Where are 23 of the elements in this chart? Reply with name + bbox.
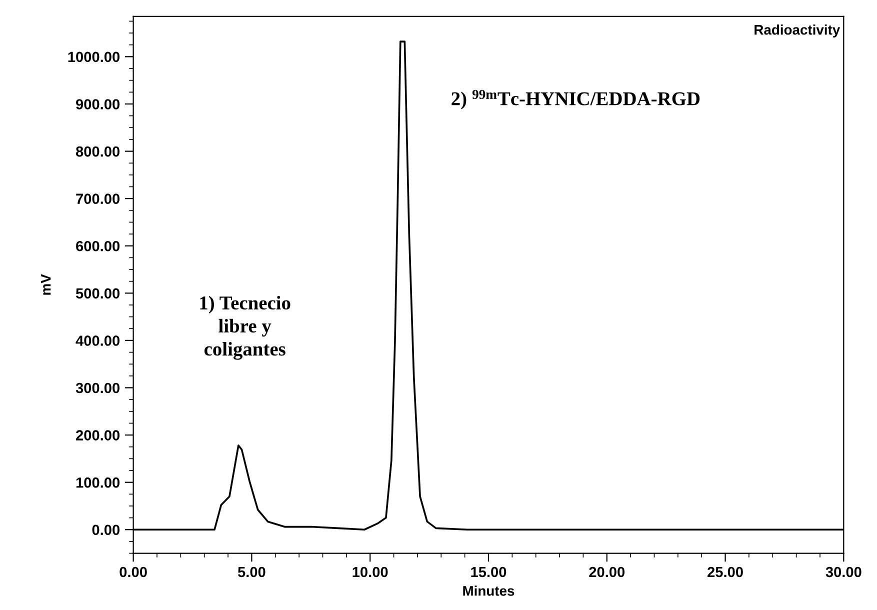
y-tick-label: 0.00 xyxy=(92,524,120,536)
x-tick-label: 5.00 xyxy=(238,566,266,578)
x-tick-label: 10.00 xyxy=(352,566,388,578)
y-tick-label: 400.00 xyxy=(76,336,120,346)
y-tick-label: 1000.00 xyxy=(68,52,120,62)
annotation: 2) $^{99m}$Tc-HYNIC/EDDA-RGD xyxy=(452,90,700,110)
y-tick-label: 200.00 xyxy=(76,430,120,440)
text: Radioactivity xyxy=(754,24,840,38)
x-axis-title: Minutes xyxy=(463,586,514,596)
y-tick-label: 800.00 xyxy=(76,146,120,157)
y-tick-label: 500.00 xyxy=(76,288,120,299)
y-tick-label: 300.00 xyxy=(76,382,120,394)
x-tick-label: 20.00 xyxy=(589,566,625,578)
y-tick-label: 600.00 xyxy=(76,240,120,252)
x-tick-label: 25.00 xyxy=(708,566,743,578)
y-axis-title: mV xyxy=(41,274,51,295)
annotation: 1) Tecnecio libre y coligantes xyxy=(200,296,290,360)
x-tick-label: 15.00 xyxy=(471,566,506,578)
x-tick-label: 0.00 xyxy=(120,566,147,578)
y-tick-label: 100.00 xyxy=(76,477,120,488)
y-tick-label: 700.00 xyxy=(76,194,120,204)
x-tick-label: 30.00 xyxy=(826,566,862,578)
y-tick-label: 900.00 xyxy=(76,99,120,110)
